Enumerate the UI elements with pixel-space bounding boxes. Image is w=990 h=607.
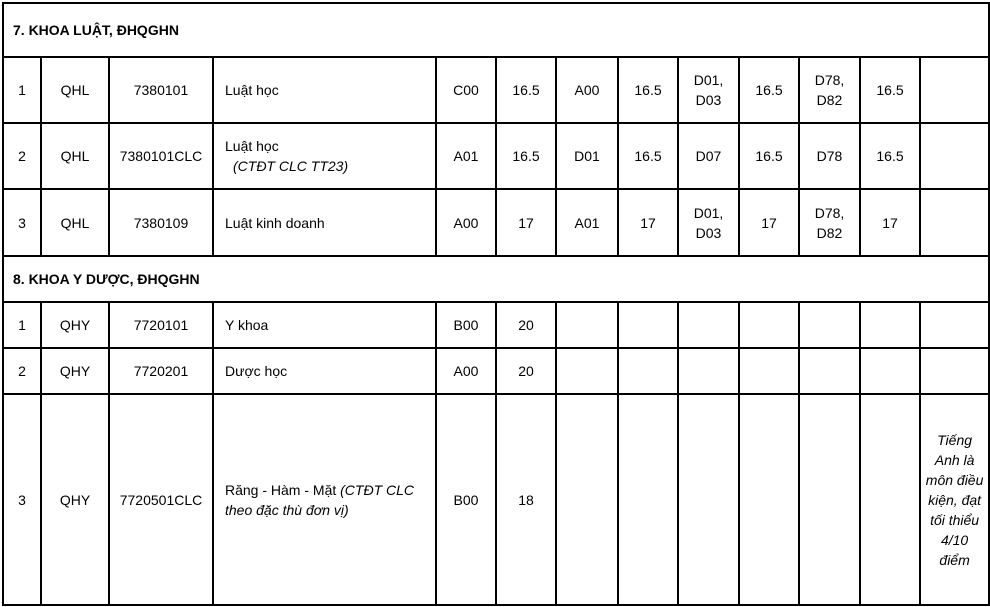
table-row: 3 QHY 7720501CLC Răng - Hàm - Mặt (CTĐT … [2,393,990,606]
subject-combo-cell [677,347,740,395]
subject-combo-cell: B00 [435,393,497,606]
major-name: Y khoa [225,317,269,333]
subject-combo-cell: A00 [435,347,497,395]
score-cell: 17 [738,188,800,257]
table-row: 2 QHL 7380101CLC Luật học (CTĐT CLC TT23)… [2,122,990,190]
score-cell: 16.5 [859,122,921,190]
subject-combo-cell: D78, D82 [798,56,861,124]
major-name: Dược học [225,363,288,379]
major-code-cell: 7720101 [108,301,214,349]
score-cell: 20 [495,301,557,349]
subject-combo-cell: A01 [435,122,497,190]
subject-combo-cell: B00 [435,301,497,349]
subject-combo-cell [555,393,619,606]
table-row: 1 QHL 7380101 Luật học C00 16.5 A00 16.5… [2,56,990,124]
score-cell: 16.5 [617,56,679,124]
score-cell [617,301,679,349]
school-code-cell: QHL [40,122,110,190]
subject-combo-cell: A00 [435,188,497,257]
score-cell: 16.5 [738,56,800,124]
score-cell: 16.5 [738,122,800,190]
score-cell: 18 [495,393,557,606]
subject-combo-cell: D01, D03 [677,56,740,124]
section-header-row: 8. KHOA Y DƯỢC, ĐHQGHN [1,255,990,303]
score-cell: 17 [859,188,921,257]
major-name-cell: Luật học [212,56,437,124]
score-cell [738,301,800,349]
subject-combo-cell [555,347,619,395]
school-code-cell: QHL [40,188,110,257]
note-cell [918,122,990,190]
note-cell [918,347,990,395]
score-cell: 16.5 [859,56,921,124]
section-header-row: 7. KHOA LUẬT, ĐHQGHN [1,2,990,58]
school-code-cell: QHY [40,347,110,395]
row-number-cell: 1 [2,301,42,349]
row-number-cell: 3 [2,188,42,257]
table-row: 3 QHL 7380109 Luật kinh doanh A00 17 A01… [2,188,990,257]
section-title: 8. KHOA Y DƯỢC, ĐHQGHN [1,255,990,303]
major-name-note: (CTĐT CLC TT23) [233,158,349,174]
subject-combo-cell [798,347,861,395]
major-name-cell: Răng - Hàm - Mặt (CTĐT CLC theo đặc thù … [212,393,437,606]
subject-combo-cell [677,393,740,606]
school-code-cell: QHL [40,56,110,124]
major-code-cell: 7720201 [108,347,214,395]
subject-combo-cell: D07 [677,122,740,190]
score-cell: 17 [617,188,679,257]
score-cell: 17 [495,188,557,257]
subject-combo-cell [677,301,740,349]
score-cell: 16.5 [495,122,557,190]
score-cell [859,393,921,606]
score-cell [859,301,921,349]
subject-combo-cell [798,393,861,606]
subject-combo-cell [798,301,861,349]
subject-combo-cell: D01, D03 [677,188,740,257]
row-number-cell: 2 [2,347,42,395]
score-cell: 16.5 [495,56,557,124]
school-code-cell: QHY [40,301,110,349]
score-cell [738,393,800,606]
major-name-cell: Luật kinh doanh [212,188,437,257]
note-cell [918,188,990,257]
score-cell [617,393,679,606]
score-cell [617,347,679,395]
subject-combo-cell: A00 [555,56,619,124]
note-cell [918,301,990,349]
score-cell [859,347,921,395]
score-cell: 16.5 [617,122,679,190]
major-name: Luật học [225,138,279,154]
major-name: Răng - Hàm - Mặt [225,481,337,498]
major-code-cell: 7720501CLC [108,393,214,606]
major-code-cell: 7380101CLC [108,122,214,190]
section-title: 7. KHOA LUẬT, ĐHQGHN [1,2,990,58]
subject-combo-cell: C00 [435,56,497,124]
table-row: 1 QHY 7720101 Y khoa B00 20 [2,301,990,349]
subject-combo-cell: D01 [555,122,619,190]
major-code-cell: 7380101 [108,56,214,124]
major-name-cell: Y khoa [212,301,437,349]
major-code-cell: 7380109 [108,188,214,257]
major-name-cell: Luật học (CTĐT CLC TT23) [212,122,437,190]
row-number-cell: 2 [2,122,42,190]
major-name: Luật học [225,82,279,98]
row-number-cell: 3 [2,393,42,606]
subject-combo-cell: A01 [555,188,619,257]
table-row: 2 QHY 7720201 Dược học A00 20 [2,347,990,395]
note-cell [918,56,990,124]
school-code-cell: QHY [40,393,110,606]
score-cell: 20 [495,347,557,395]
subject-combo-cell [555,301,619,349]
row-number-cell: 1 [2,56,42,124]
score-cell [738,347,800,395]
major-name: Luật kinh doanh [225,214,325,231]
note-cell: Tiếng Anh là môn điều kiện, đạt tối thiể… [918,393,990,606]
major-name-note: (CTĐT CLC theo đặc thù đơn vị) [225,481,415,518]
subject-combo-cell: D78, D82 [798,188,861,257]
major-name-cell: Dược học [212,347,437,395]
subject-combo-cell: D78 [798,122,861,190]
